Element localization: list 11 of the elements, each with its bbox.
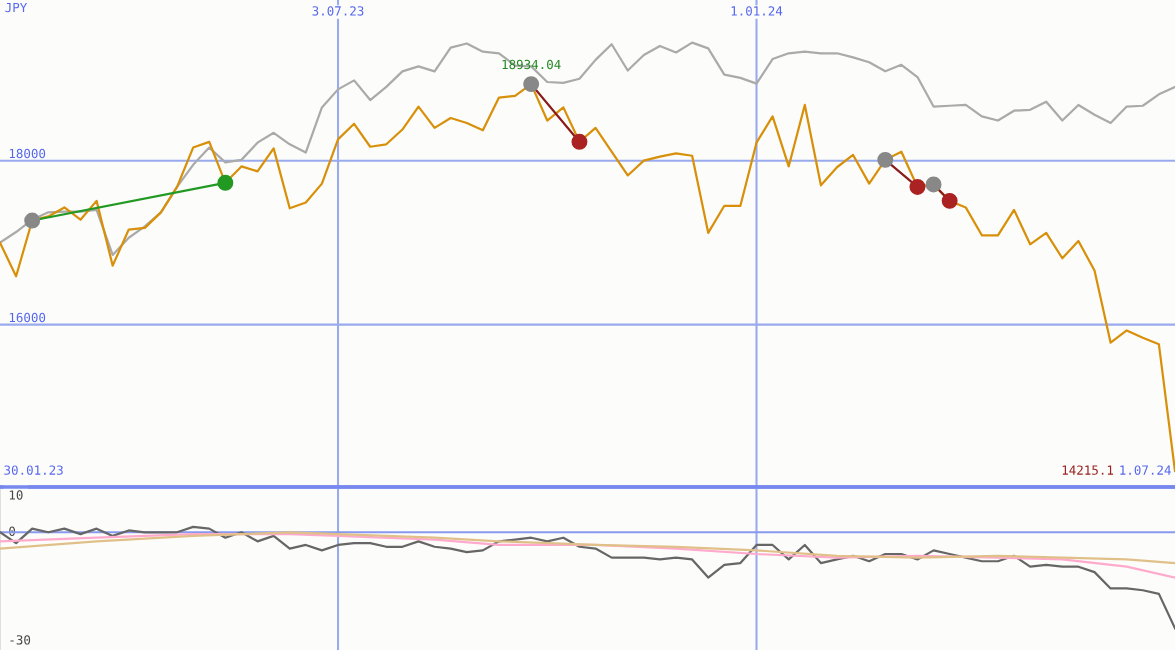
x-tick-label: 1.01.24 xyxy=(731,6,783,16)
y-axis-title: JPY xyxy=(5,2,28,13)
y-tick-label: -30 xyxy=(10,635,31,645)
y-tick-label: 18000 xyxy=(9,148,46,159)
annotation: 14215.1 xyxy=(1062,465,1114,475)
x-tick-label: 3.07.23 xyxy=(312,6,364,16)
y-tick-label: 10 xyxy=(9,490,23,500)
annotation: 30.01.23 xyxy=(4,465,63,475)
annotation: 1.07.24 xyxy=(1120,465,1171,475)
annotation: 18934.04 xyxy=(502,59,561,70)
y-tick-label: 16000 xyxy=(9,312,46,323)
